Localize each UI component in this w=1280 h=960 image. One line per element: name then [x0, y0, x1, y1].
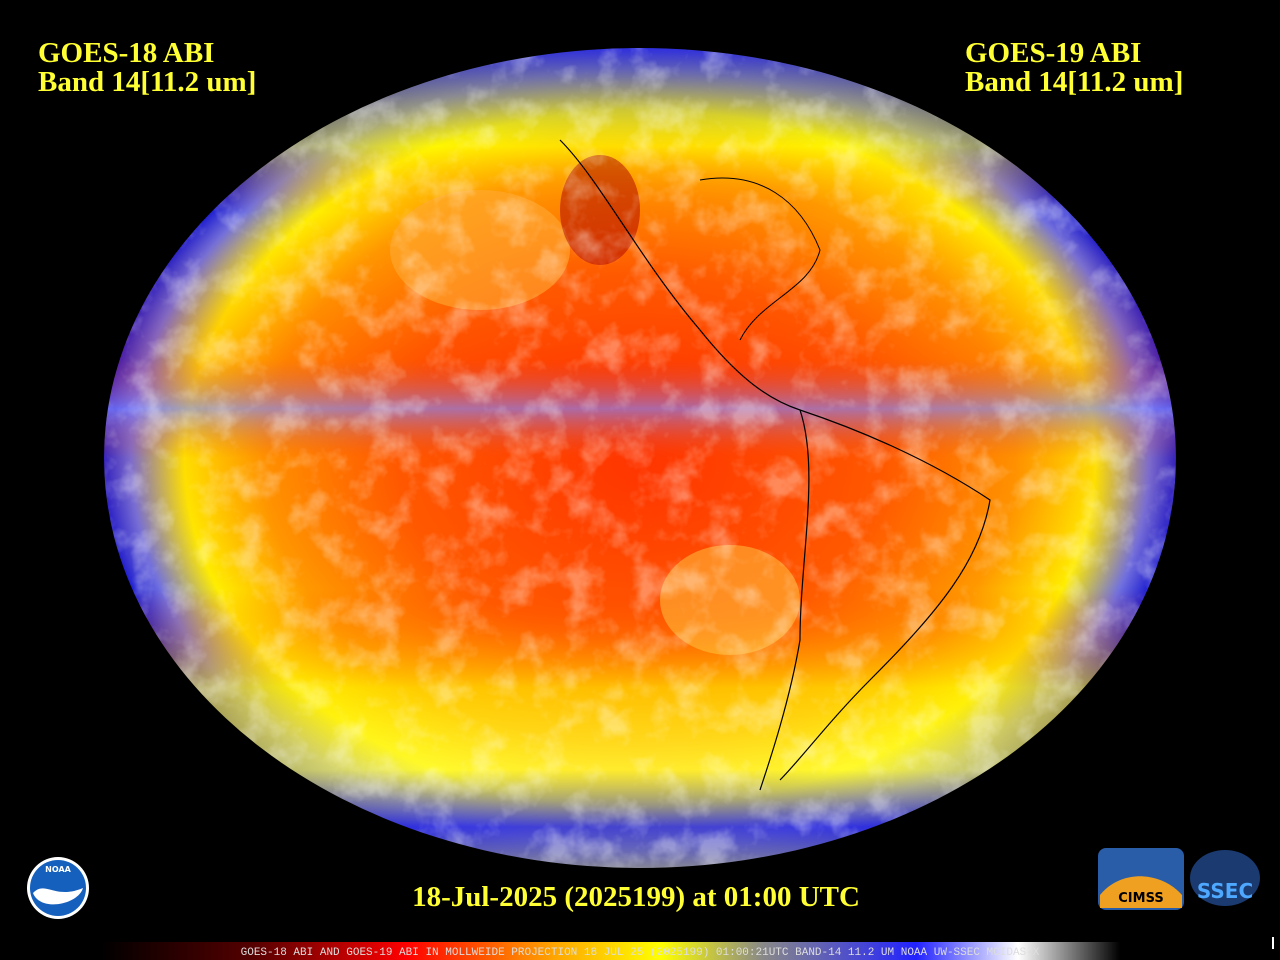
footer-caption: GOES-18 ABI AND GOES-19 ABI IN MOLLWEIDE…: [241, 947, 1040, 959]
ssec-logo: SSEC: [1190, 850, 1260, 906]
color-bar: [100, 942, 1120, 960]
cimss-label: CIMSS: [1118, 891, 1163, 906]
globe: [104, 48, 1176, 868]
timestamp: 18-Jul-2025 (2025199) at 01:00 UTC: [412, 881, 860, 913]
left-satellite: GOES-18 ABI: [38, 37, 214, 69]
cimss-logo: CIMSS: [1098, 848, 1184, 910]
marker: [1272, 937, 1274, 949]
ssec-label: SSEC: [1197, 879, 1253, 903]
right-band: Band 14[11.2 um]: [965, 66, 1183, 98]
left-band: Band 14[11.2 um]: [38, 66, 256, 98]
right-satellite: GOES-19 ABI: [965, 37, 1141, 69]
noaa-logo: NOAA: [27, 857, 89, 919]
noaa-label: NOAA: [45, 865, 71, 874]
